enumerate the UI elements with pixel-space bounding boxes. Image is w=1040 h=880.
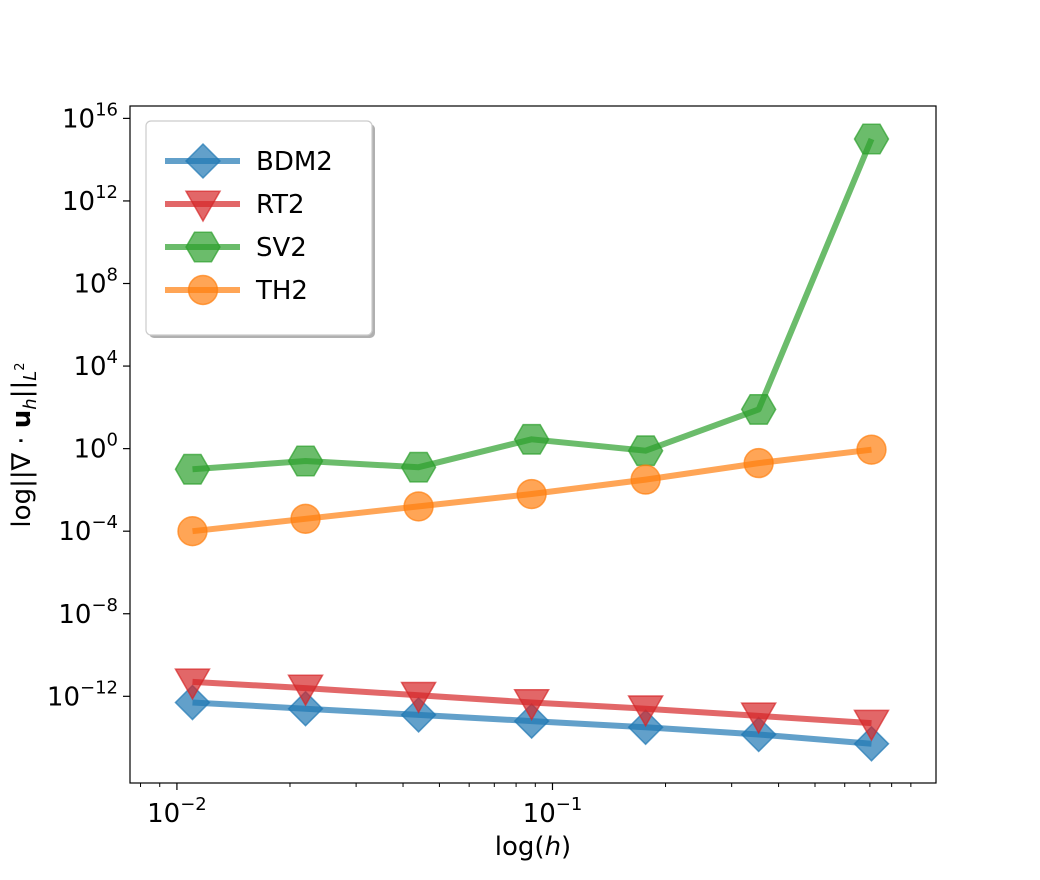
legend-entry-bdm2: BDM2 — [165, 142, 333, 180]
data-point-rt2 — [287, 674, 324, 707]
data-point-th2 — [630, 464, 661, 495]
y-tick-label: 10−4 — [58, 512, 118, 547]
legend-marker — [185, 231, 221, 263]
y-axis-ticks: 10−12 10−8 10−4 100 104 108 1012 1016 — [47, 99, 130, 712]
data-point-rt2 — [740, 702, 777, 735]
series-th2 — [177, 434, 887, 547]
data-point-th2 — [403, 491, 434, 522]
legend-label: BDM2 — [256, 147, 333, 177]
data-point-rt2 — [513, 689, 550, 722]
x-axis-label: log(h) — [495, 832, 571, 862]
legend-label: SV2 — [256, 233, 307, 263]
data-point-sv2 — [853, 123, 890, 155]
y-tick-label: 100 — [73, 430, 118, 465]
y-tick-label: 1016 — [62, 99, 118, 134]
series-sv2 — [174, 123, 890, 485]
legend-entries: BDM2 RT2 SV2 TH2 — [165, 142, 333, 306]
legend-entry-sv2: SV2 — [165, 231, 307, 263]
data-point-bdm2 — [513, 703, 550, 740]
legend-entry-th2: TH2 — [165, 274, 308, 306]
y-tick-label: 10−12 — [47, 677, 118, 712]
data-point-sv2 — [513, 423, 550, 455]
y-tick-label: 1012 — [62, 182, 118, 217]
legend-entry-rt2: RT2 — [165, 190, 305, 223]
series-bdm2 — [174, 684, 890, 762]
y-tick-label: 10−8 — [58, 595, 118, 630]
legend: BDM2 RT2 SV2 TH2 — [145, 120, 375, 338]
x-tick-label: 10−1 — [523, 794, 583, 829]
x-tick-label: 10−2 — [147, 794, 207, 829]
data-point-sv2 — [400, 451, 437, 483]
y-tick-label: 104 — [73, 347, 118, 382]
data-point-th2 — [856, 434, 887, 465]
data-point-bdm2 — [627, 709, 664, 746]
series-rt2 — [174, 668, 890, 742]
data-point-sv2 — [740, 393, 777, 425]
data-point-sv2 — [174, 453, 211, 485]
legend-marker — [187, 274, 219, 306]
data-point-rt2 — [627, 695, 664, 728]
data-point-sv2 — [287, 445, 324, 477]
data-point-th2 — [743, 447, 774, 479]
data-point-th2 — [177, 515, 208, 547]
data-point-sv2 — [627, 435, 664, 467]
data-point-rt2 — [400, 681, 437, 714]
y-axis-label: log||∇ · uh||L2 — [7, 362, 41, 527]
x-axis-ticks: 10−2 10−1 — [140, 783, 912, 829]
legend-marker — [184, 190, 222, 223]
legend-label: RT2 — [256, 190, 305, 220]
data-point-bdm2 — [740, 716, 777, 753]
legend-marker — [184, 142, 222, 180]
data-point-th2 — [516, 478, 547, 510]
legend-label: TH2 — [255, 276, 308, 306]
data-point-rt2 — [853, 709, 890, 742]
data-point-bdm2 — [853, 725, 890, 762]
series-layer — [174, 123, 890, 762]
y-tick-label: 108 — [73, 265, 118, 300]
data-point-th2 — [290, 503, 321, 535]
data-point-bdm2 — [400, 696, 437, 733]
data-point-bdm2 — [174, 684, 211, 721]
data-point-rt2 — [174, 668, 211, 701]
data-point-bdm2 — [287, 690, 324, 727]
